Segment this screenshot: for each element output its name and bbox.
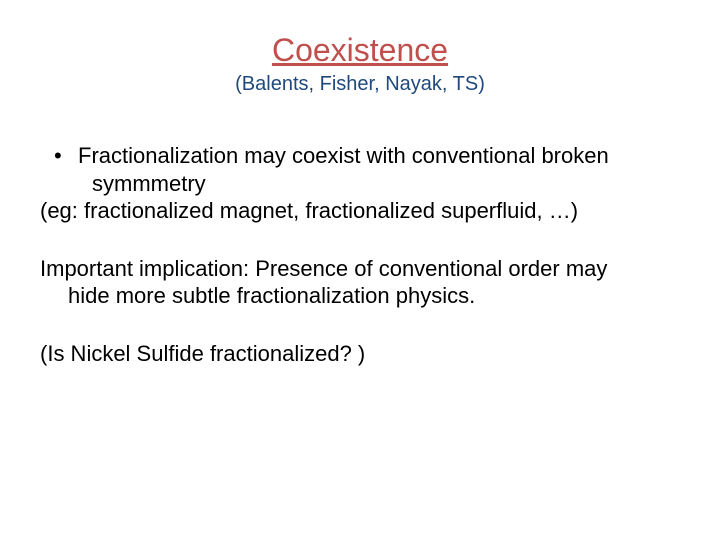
- bullet-text-line1: Fractionalization may coexist with conve…: [78, 142, 680, 170]
- question-line: (Is Nickel Sulfide fractionalized? ): [40, 340, 680, 368]
- implication-line2: hide more subtle fractionalization physi…: [40, 282, 680, 310]
- example-line: (eg: fractionalized magnet, fractionaliz…: [40, 197, 680, 225]
- bullet-text-line2: symmmetry: [40, 170, 680, 198]
- implication-line1: Important implication: Presence of conve…: [40, 255, 680, 283]
- slide-title: Coexistence: [0, 32, 720, 69]
- bullet-marker: •: [40, 142, 78, 170]
- implication-block: Important implication: Presence of conve…: [40, 255, 680, 310]
- slide-subtitle: (Balents, Fisher, Nayak, TS): [0, 73, 720, 96]
- body-block: • Fractionalization may coexist with con…: [0, 96, 720, 367]
- title-block: Coexistence (Balents, Fisher, Nayak, TS): [0, 0, 720, 96]
- slide: Coexistence (Balents, Fisher, Nayak, TS)…: [0, 0, 720, 540]
- bullet-item: • Fractionalization may coexist with con…: [40, 142, 680, 170]
